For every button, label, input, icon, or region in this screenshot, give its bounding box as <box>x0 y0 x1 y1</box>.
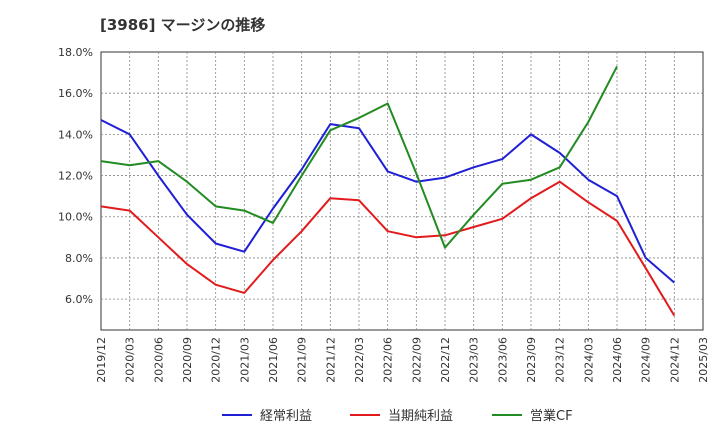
axis-layer: 6.0% 8.0% 10.0% 12.0% 14.0% 16.0% 18.0% 2019/12… <box>58 46 710 383</box>
x-tick-label: 2022/06 <box>382 337 395 383</box>
x-tick-label: 2023/03 <box>468 337 481 383</box>
x-tick-label: 2024/12 <box>668 337 681 383</box>
x-tick-label: 2023/12 <box>554 337 567 383</box>
x-tick-label: 2022/03 <box>353 337 366 383</box>
x-tick-label: 2022/09 <box>410 337 423 383</box>
x-tick-label: 2023/09 <box>525 337 538 383</box>
y-tick-label: 6.0% <box>65 293 93 306</box>
y-tick-label: 18.0% <box>58 46 93 59</box>
legend-label-2: 営業CF <box>530 408 573 424</box>
legend-label-0: 経常利益 <box>260 409 312 424</box>
legend: 経常利益 当期純利益 営業CF <box>222 408 573 424</box>
x-tick-label: 2020/06 <box>152 337 165 383</box>
x-tick-label: 2025/03 <box>697 337 710 383</box>
x-tick-label: 2021/12 <box>324 337 337 383</box>
series-line-1 <box>100 180 676 317</box>
plot-frame <box>100 51 704 331</box>
x-tick-label: 2021/09 <box>296 337 309 383</box>
grid-layer <box>100 51 704 331</box>
x-tick-label: 2023/06 <box>496 337 509 383</box>
legend-label-1: 当期純利益 <box>388 409 453 424</box>
x-tick-label: 2022/12 <box>439 337 452 383</box>
y-tick-label: 14.0% <box>58 128 93 141</box>
y-tick-label: 12.0% <box>58 170 93 183</box>
y-tick-label: 16.0% <box>58 87 93 100</box>
series-line-0 <box>100 119 675 284</box>
x-tick-label: 2024/03 <box>582 337 595 383</box>
x-tick-label: 2021/03 <box>238 337 251 383</box>
x-tick-label: 2020/12 <box>210 337 223 383</box>
x-tick-label: 2019/12 <box>95 337 108 383</box>
x-tick-label: 2024/09 <box>640 337 653 383</box>
y-tick-label: 8.0% <box>65 252 93 265</box>
x-tick-label: 2020/09 <box>181 337 194 383</box>
x-tick-label: 2020/03 <box>124 337 137 383</box>
series-line-2 <box>100 65 618 249</box>
series-layer <box>100 65 676 317</box>
x-tick-label: 2021/06 <box>267 337 280 383</box>
y-tick-label: 10.0% <box>58 211 93 224</box>
x-tick-label: 2024/06 <box>611 337 624 383</box>
chart-title: [3986] マージンの推移 <box>100 16 266 34</box>
